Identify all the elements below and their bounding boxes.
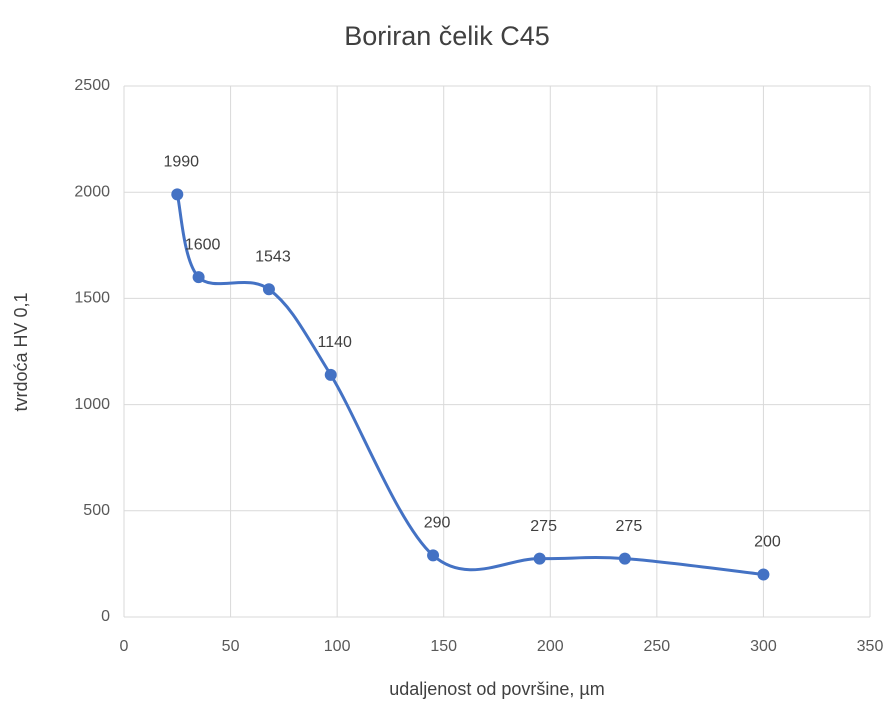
data-point [427,549,440,562]
data-point [262,283,275,296]
data-point [324,368,337,381]
x-tick-label: 200 [537,638,564,655]
x-tick-label: 350 [857,638,884,655]
data-label: 275 [530,518,557,535]
chart-title: Boriran čelik C45 [344,21,550,51]
x-tick-label: 50 [222,638,240,655]
data-label: 275 [616,518,643,535]
y-tick-label: 0 [101,608,110,625]
x-tick-label: 150 [430,638,457,655]
data-point [618,552,631,565]
data-label: 1140 [318,334,353,351]
data-label: 1990 [163,154,199,171]
data-label: 1600 [185,236,221,253]
data-label: 200 [754,534,781,551]
y-tick-label: 2000 [74,183,110,200]
data-point [171,188,184,201]
y-tick-label: 500 [83,502,110,519]
series-line [175,193,764,577]
data-point [192,271,205,284]
y-tick-label: 1500 [74,290,110,307]
x-tick-label: 0 [120,638,129,655]
x-tick-label: 100 [324,638,351,655]
x-tick-label: 300 [750,638,777,655]
data-point [757,568,770,581]
x-axis-label: udaljenost od površine, µm [389,679,605,699]
y-tick-label: 2500 [74,77,110,94]
y-tick-label: 1000 [74,396,110,413]
x-tick-label: 250 [644,638,671,655]
y-axis-label: tvrdoća HV 0,1 [11,292,31,411]
data-label: 290 [424,515,451,532]
data-label: 1543 [255,248,291,265]
data-point [533,552,546,565]
